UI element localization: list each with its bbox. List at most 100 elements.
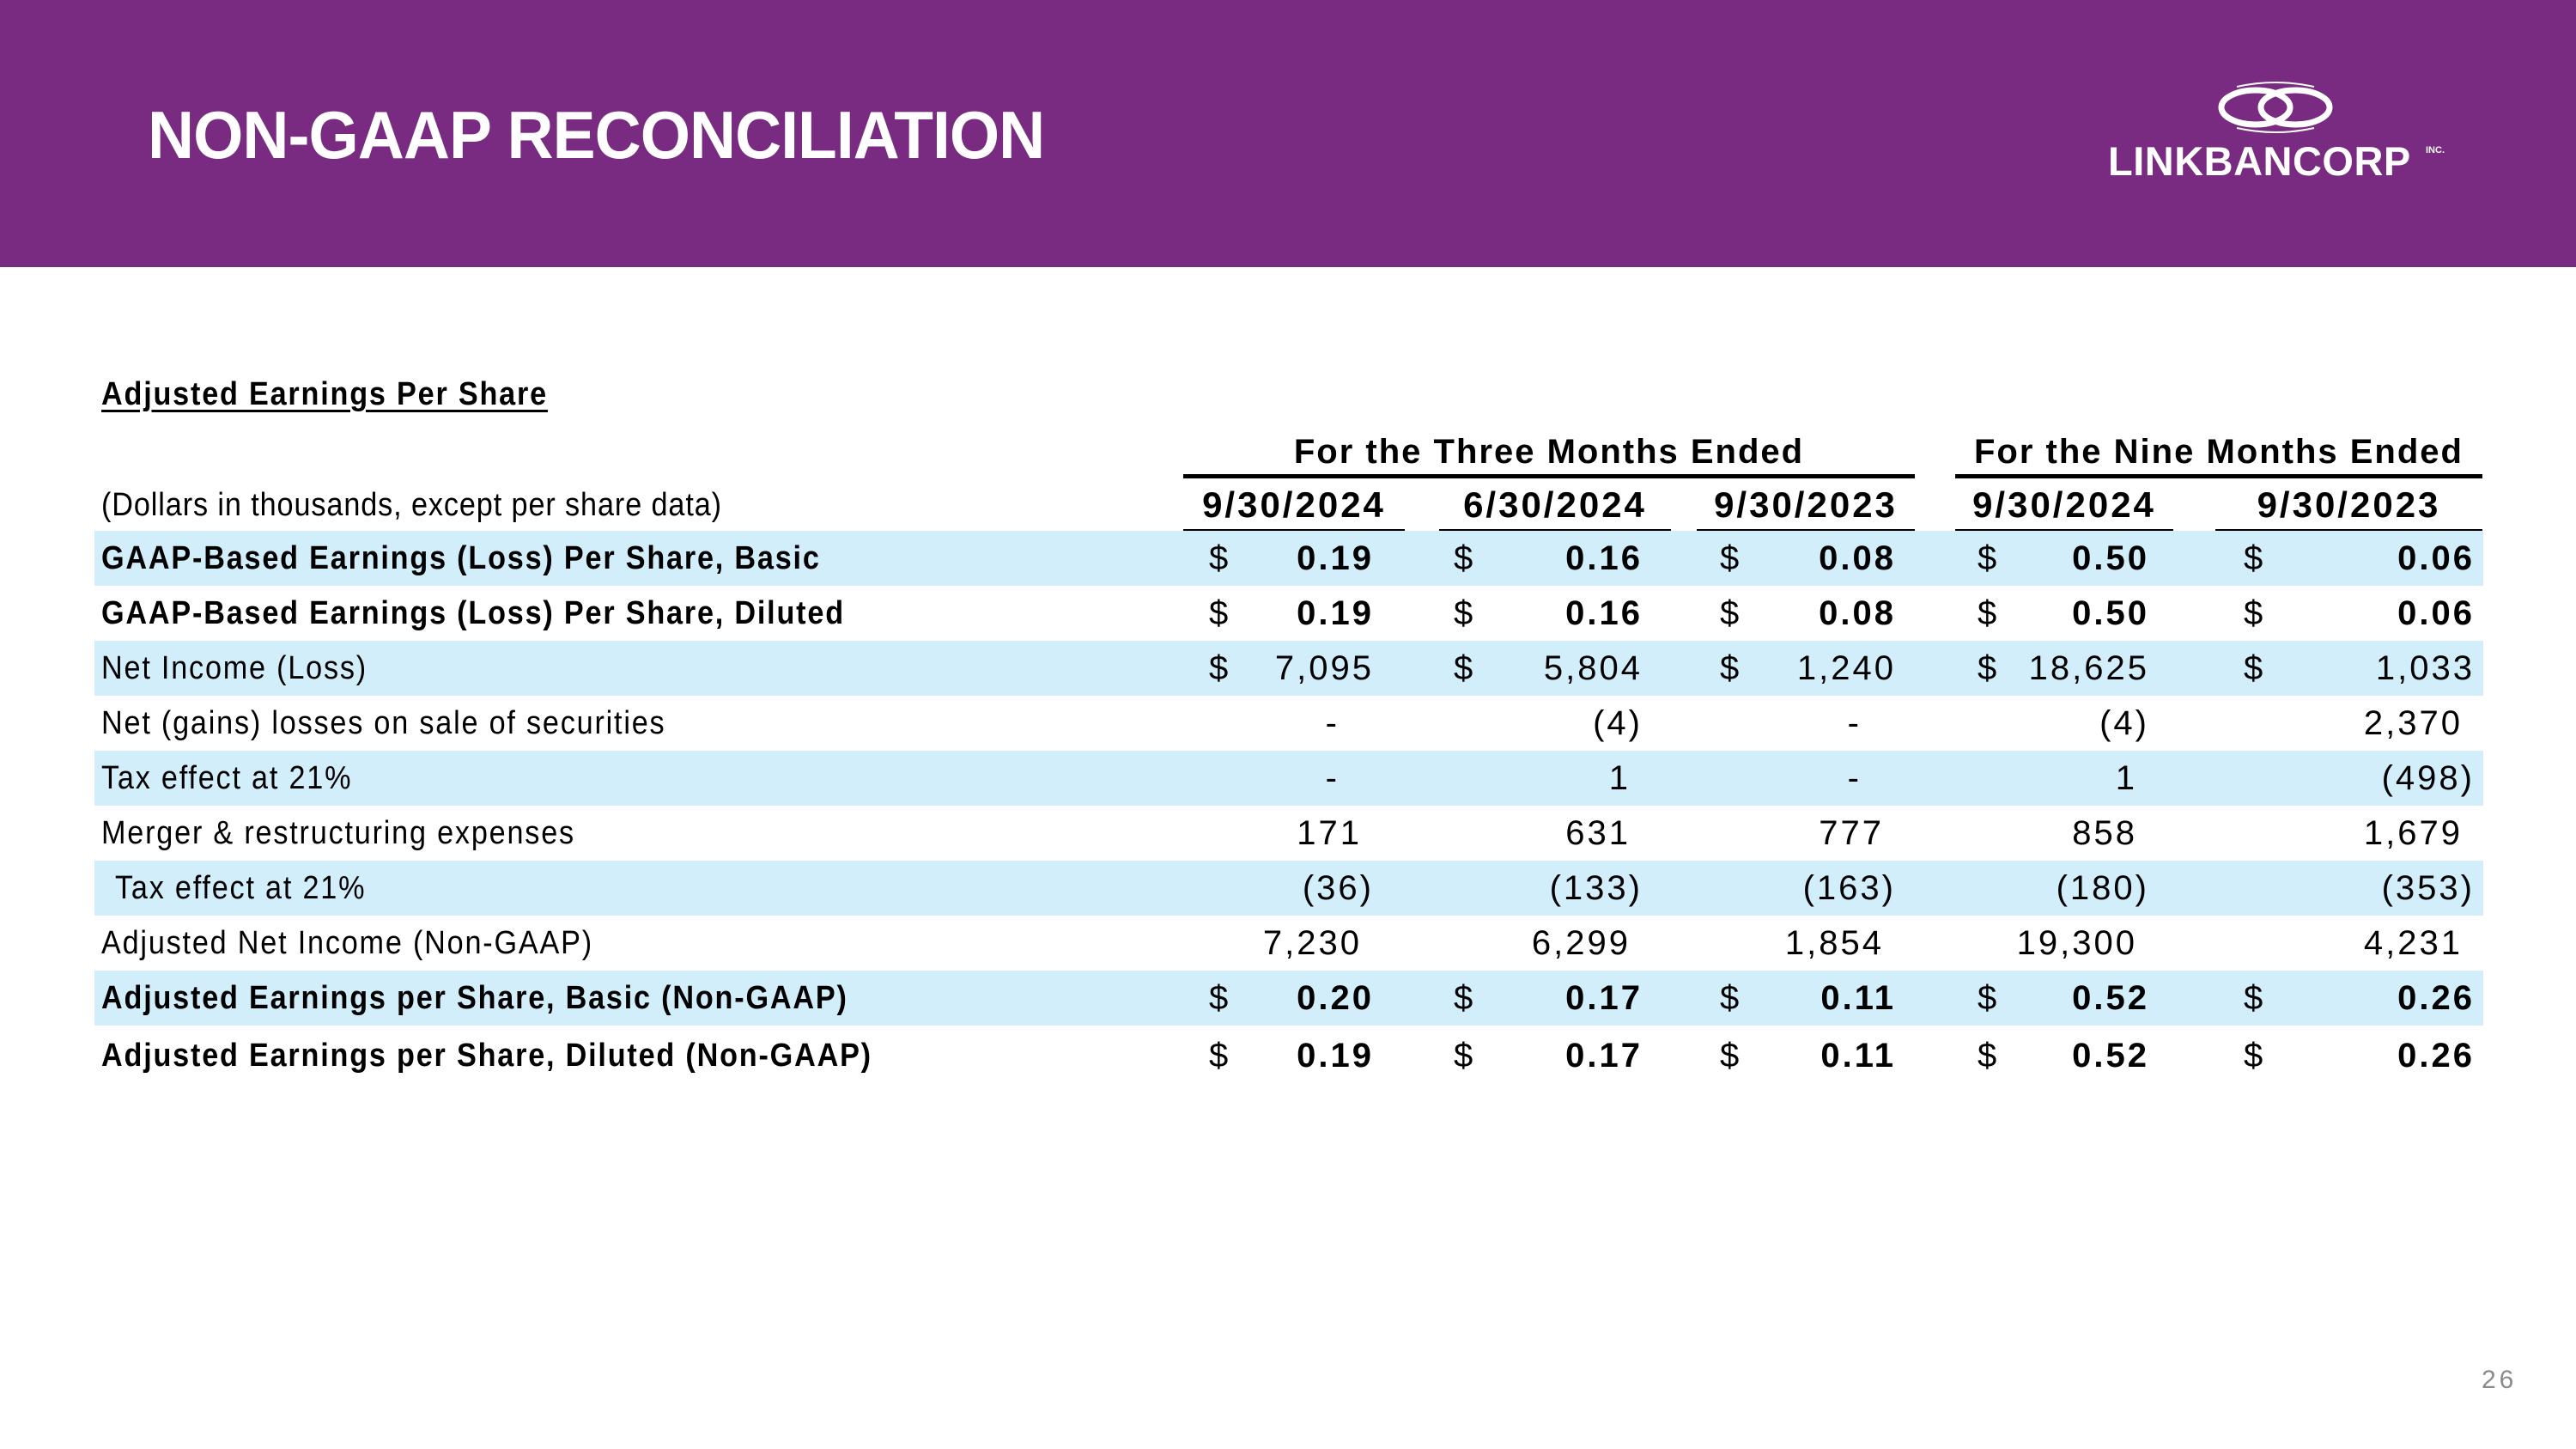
units-note: (Dollars in thousands, except per share … xyxy=(101,487,722,523)
table-cell: 1 xyxy=(2115,758,2137,797)
table-cell: - xyxy=(1325,703,1340,742)
currency-symbol: $ xyxy=(1209,539,1229,577)
table-cell: 0.19 xyxy=(1297,594,1374,632)
row-label: Adjusted Earnings per Share, Diluted (No… xyxy=(101,1037,872,1074)
table-cell: 777 xyxy=(1819,813,1884,852)
table-cell: 0.11 xyxy=(1820,1036,1896,1075)
table-cell: 0.17 xyxy=(1565,1036,1643,1075)
table-cell: 1,240 xyxy=(1796,648,1896,687)
table-cell: (4) xyxy=(1593,703,1643,742)
currency-symbol: $ xyxy=(1454,978,1473,1017)
currency-symbol: $ xyxy=(1978,648,1997,687)
currency-symbol: $ xyxy=(1209,978,1229,1017)
table-cell: 1,033 xyxy=(2375,648,2475,687)
currency-symbol: $ xyxy=(1720,978,1740,1017)
row-label: GAAP-Based Earnings (Loss) Per Share, Ba… xyxy=(101,539,821,576)
table-cell: 0.16 xyxy=(1565,539,1643,577)
table-cell: - xyxy=(1325,758,1340,797)
table-cell: 19,300 xyxy=(2016,923,2137,962)
currency-symbol: $ xyxy=(1978,978,1997,1017)
table-cell: 18,625 xyxy=(2028,648,2149,687)
currency-symbol: $ xyxy=(1209,648,1229,687)
table-cell: 6,299 xyxy=(1531,923,1631,962)
table-row: Net (gains) losses on sale of securities… xyxy=(94,696,2483,751)
currency-symbol: $ xyxy=(2244,539,2263,577)
table-cell: 0.08 xyxy=(1819,539,1896,577)
table-cell: 171 xyxy=(1297,813,1362,852)
table-cell: 0.16 xyxy=(1565,594,1643,632)
table-cell: 0.19 xyxy=(1297,1036,1374,1075)
table-cell: (498) xyxy=(2381,758,2475,797)
reconciliation-table-body: GAAP-Based Earnings (Loss) Per Share, Ba… xyxy=(94,531,2483,1086)
currency-symbol: $ xyxy=(1454,594,1473,632)
logo-suffix: INC. xyxy=(2426,145,2445,155)
row-label: GAAP-Based Earnings (Loss) Per Share, Di… xyxy=(101,594,845,631)
currency-symbol: $ xyxy=(1978,539,1997,577)
currency-symbol: $ xyxy=(1720,1036,1740,1075)
table-cell: - xyxy=(1847,703,1862,742)
table-cell: (36) xyxy=(1302,868,1374,907)
table-row: GAAP-Based Earnings (Loss) Per Share, Ba… xyxy=(94,531,2483,586)
logo-wordmark: LINKBANCORP xyxy=(2108,138,2411,184)
table-cell: 0.20 xyxy=(1297,978,1374,1017)
row-label: Adjusted Net Income (Non-GAAP) xyxy=(101,924,593,961)
table-cell: 1,679 xyxy=(2363,813,2463,852)
column-header-ytd-2023: 9/30/2023 xyxy=(2215,481,2482,533)
currency-symbol: $ xyxy=(1978,594,1997,632)
row-label: Net (gains) losses on sale of securities xyxy=(101,704,666,741)
row-label: Merger & restructuring expenses xyxy=(101,814,575,851)
table-cell: 0.06 xyxy=(2397,594,2475,632)
table-cell: 0.08 xyxy=(1819,594,1896,632)
column-header-ytd-2024: 9/30/2024 xyxy=(1955,481,2173,533)
section-title: Adjusted Earnings Per Share xyxy=(101,376,548,412)
table-row: Adjusted Net Income (Non-GAAP) 7,230 6,299… xyxy=(94,916,2483,971)
table-cell: 7,230 xyxy=(1262,923,1362,962)
table-cell: (133) xyxy=(1549,868,1643,907)
row-label: Tax effect at 21% xyxy=(101,759,353,796)
table-row: Adjusted Earnings per Share, Basic (Non-… xyxy=(94,971,2483,1026)
table-cell: 0.19 xyxy=(1297,539,1374,577)
page-title: NON-GAAP RECONCILIATION xyxy=(148,97,1045,173)
column-header-q2-2024: 6/30/2024 xyxy=(1439,481,1671,533)
table-cell: 1,854 xyxy=(1784,923,1884,962)
row-label: Adjusted Earnings per Share, Basic (Non-… xyxy=(101,979,848,1016)
currency-symbol: $ xyxy=(1720,539,1740,577)
table-cell: 858 xyxy=(2072,813,2137,852)
table-cell: 2,370 xyxy=(2363,703,2463,742)
currency-symbol: $ xyxy=(1454,539,1473,577)
table-cell: 5,804 xyxy=(1543,648,1643,687)
column-group-nine-months: For the Nine Months Ended xyxy=(1955,429,2482,478)
table-cell: 0.52 xyxy=(2072,978,2149,1017)
table-cell: 4,231 xyxy=(2363,923,2463,962)
column-header-q3-2023: 9/30/2023 xyxy=(1697,481,1915,533)
table-cell: (353) xyxy=(2381,868,2475,907)
table-cell: (180) xyxy=(2056,868,2149,907)
table-row: Net Income (Loss) $7,095 $5,804 $1,240 $18,6… xyxy=(94,641,2483,696)
table-cell: 0.50 xyxy=(2072,539,2149,577)
table-cell: (4) xyxy=(2099,703,2149,742)
column-group-three-months: For the Three Months Ended xyxy=(1183,429,1915,478)
column-header-q3-2024: 9/30/2024 xyxy=(1183,481,1405,533)
table-cell: 0.26 xyxy=(2397,978,2475,1017)
table-cell: 0.52 xyxy=(2072,1036,2149,1075)
table-row: Merger & restructuring expenses 171 631 777… xyxy=(94,806,2483,861)
table-cell: 7,095 xyxy=(1274,648,1374,687)
table-cell: 0.50 xyxy=(2072,594,2149,632)
table-cell: 1 xyxy=(1608,758,1631,797)
currency-symbol: $ xyxy=(1454,648,1473,687)
row-label: Net Income (Loss) xyxy=(101,649,368,686)
currency-symbol: $ xyxy=(2244,978,2263,1017)
currency-symbol: $ xyxy=(1720,648,1740,687)
table-row: Adjusted Earnings per Share, Diluted (No… xyxy=(94,1026,2483,1086)
currency-symbol: $ xyxy=(1978,1036,1997,1075)
company-logo: LINKBANCORP INC. xyxy=(2108,82,2469,193)
currency-symbol: $ xyxy=(1209,1036,1229,1075)
row-label: Tax effect at 21% xyxy=(115,869,367,906)
table-row: Tax effect at 21% - 1 - 1 (498) xyxy=(94,751,2483,806)
currency-symbol: $ xyxy=(1720,594,1740,632)
interlocking-rings-icon xyxy=(2218,82,2333,133)
currency-symbol: $ xyxy=(1209,594,1229,632)
table-cell: (163) xyxy=(1802,868,1896,907)
table-row: Tax effect at 21% (36) (133) (163) (180) (353… xyxy=(94,861,2483,916)
table-cell: - xyxy=(1847,758,1862,797)
